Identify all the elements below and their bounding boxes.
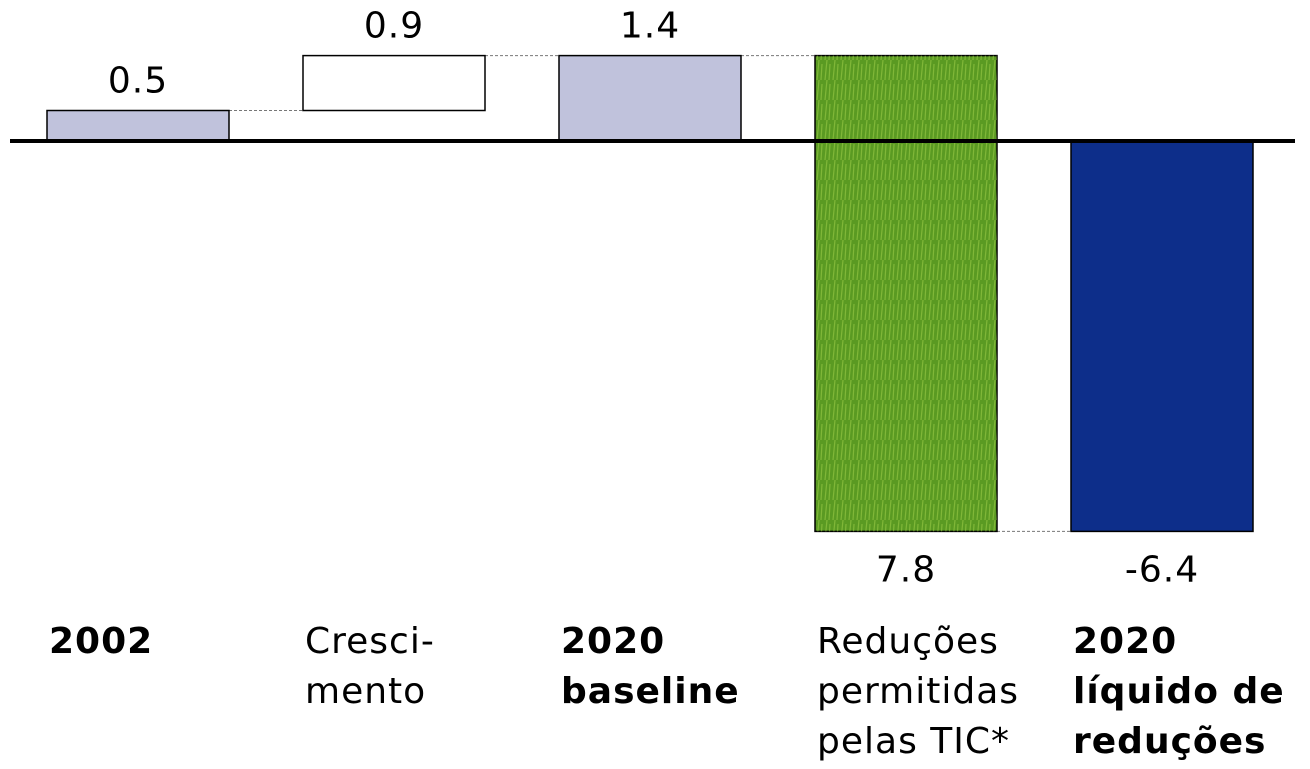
bar [302,54,486,112]
value-label: 1.4 [620,6,680,47]
bar [46,109,230,142]
bar [1070,140,1254,533]
bar-texture [815,55,997,532]
value-label: 0.5 [108,61,168,102]
value-label: 7.8 [876,549,936,590]
category-label: reduções [1073,721,1266,762]
category-label: baseline [561,671,740,712]
category-label: 2020 [1073,621,1177,662]
bar [558,54,742,142]
value-label: 0.9 [364,6,424,47]
category-label: 2020 [561,621,665,662]
category-label: 2002 [49,621,153,662]
category-label: pelas TIC* [817,721,1010,762]
category-label: líquido de [1073,671,1285,712]
category-label: Cresci- [305,621,435,662]
category-label: Reduções [817,621,999,662]
category-label: mento [305,671,426,712]
category-label: permitidas [817,671,1019,712]
value-label: -6.4 [1125,549,1199,590]
